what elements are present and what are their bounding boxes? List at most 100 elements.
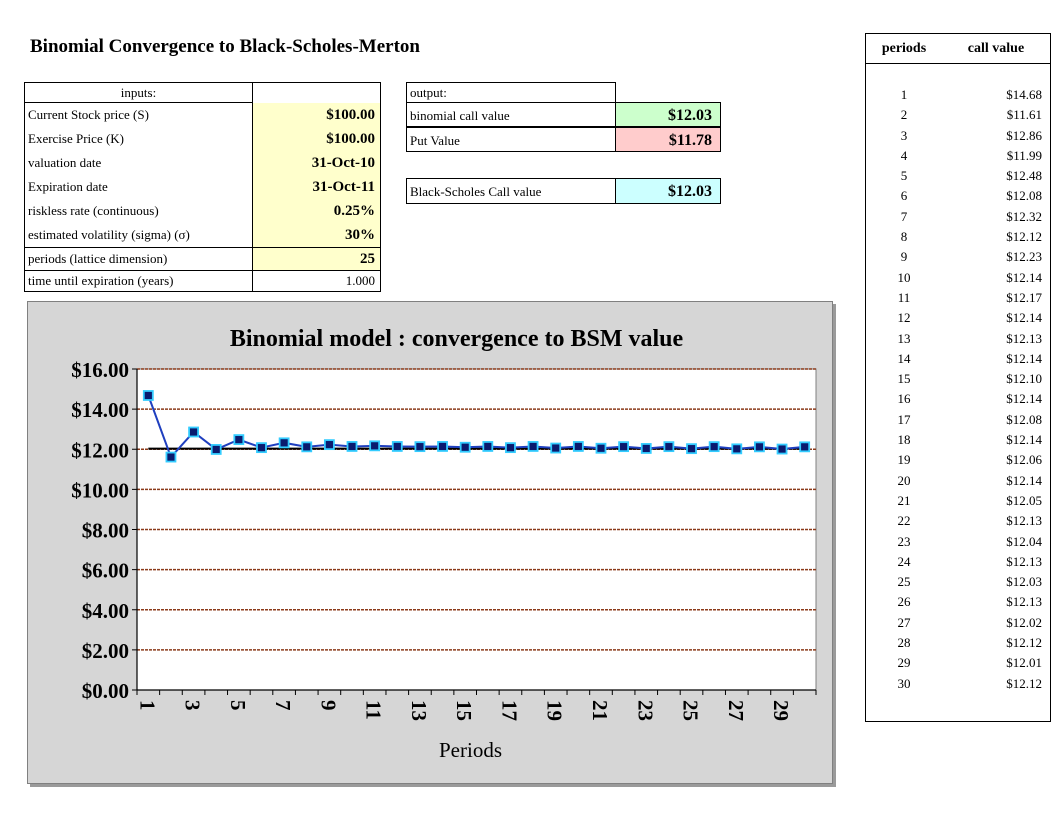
output-label: Black-Scholes Call value: [406, 178, 616, 204]
input-value-valuation-date[interactable]: 31-Oct-10: [253, 151, 380, 175]
table-row: 17 $12.08: [866, 410, 1050, 430]
call-value-cell: $12.04: [1006, 533, 1042, 549]
call-value-cell: $12.17: [1006, 289, 1042, 305]
data-point-marker: [505, 442, 516, 454]
table-row: 13 $12.13: [866, 329, 1050, 349]
call-value-cell: $12.08: [1006, 188, 1042, 204]
input-row-valuation-date: valuation date 31-Oct-10: [25, 151, 380, 175]
call-value-cell: $12.08: [1006, 411, 1042, 427]
x-tick-label: 7: [271, 700, 295, 711]
period-cell: 27: [897, 614, 911, 630]
data-point-marker: [482, 441, 494, 452]
period-cell: 9: [900, 249, 908, 265]
x-tick-label: 3: [181, 700, 205, 711]
period-cell: 8: [900, 229, 908, 245]
x-tick-label: 9: [316, 700, 340, 711]
call-value-cell: $12.86: [1006, 127, 1042, 143]
data-point-marker: [210, 444, 222, 455]
period-cell: 1: [900, 87, 908, 102]
chart-title: Binomial model : convergence to BSM valu…: [230, 326, 684, 352]
call-value-cell: $12.13: [1006, 553, 1042, 569]
input-value-volatility[interactable]: 30%: [253, 223, 380, 247]
table-row: 28 $12.12: [866, 633, 1050, 653]
period-cell: 6: [900, 188, 908, 204]
x-tick-label: 29: [769, 700, 793, 721]
table-row: 27 $12.02: [866, 613, 1050, 633]
data-point-marker: [550, 442, 562, 454]
call-value-cell: $11.99: [1006, 147, 1042, 163]
table-row: 8 $12.12: [866, 227, 1050, 247]
period-cell: 17: [897, 411, 911, 427]
period-cell: 5: [900, 168, 908, 184]
output-header: output:: [406, 82, 616, 102]
period-cell: 19: [897, 452, 911, 468]
period-cell: 11: [897, 289, 911, 305]
call-value-cell: $12.14: [1006, 269, 1042, 285]
data-point-marker: [346, 441, 358, 452]
input-value-exercise-price[interactable]: $100.00: [253, 127, 380, 151]
y-tick-label: $8.00: [82, 519, 129, 543]
x-tick-label: 21: [588, 700, 612, 721]
period-cell: 26: [897, 594, 911, 610]
call-value-cell: $12.32: [1006, 208, 1042, 224]
data-point-marker: [165, 451, 177, 463]
table-row: 14 $12.14: [866, 349, 1050, 369]
data-point-marker: [414, 441, 426, 453]
data-point-marker: [686, 443, 697, 455]
input-value-stock-price[interactable]: $100.00: [253, 103, 380, 127]
call-value-cell: $12.12: [1006, 229, 1042, 245]
call-value-cell: $12.14: [1006, 310, 1042, 326]
periods-call-table: periods call value 1 $14.68 2 $11.61 3 $12.86…: [865, 33, 1051, 722]
x-tick-label: 17: [497, 700, 521, 721]
convergence-chart: Binomial model : convergence to BSM valu…: [27, 301, 833, 784]
output-value-black-scholes: $12.03: [616, 178, 721, 204]
table-row: 24 $12.13: [866, 552, 1050, 572]
period-cell: 16: [897, 391, 911, 407]
call-value-cell: $12.01: [1006, 655, 1042, 671]
call-value-cell: $12.02: [1006, 614, 1042, 630]
data-point-marker: [188, 426, 199, 438]
data-point-marker: [233, 434, 245, 446]
input-label: Current Stock price (S): [25, 103, 253, 127]
data-point-marker: [391, 441, 403, 452]
table-row: 1 $14.68: [866, 85, 1050, 105]
y-tick-label: $4.00: [82, 599, 129, 623]
call-value-cell: $12.03: [1006, 574, 1042, 590]
y-tick-label: $6.00: [82, 559, 129, 583]
input-row-riskless-rate: riskless rate (continuous) 0.25%: [25, 199, 380, 223]
x-tick-label: 15: [452, 700, 476, 721]
call-value-cell: $12.10: [1006, 371, 1042, 387]
input-value-expiration-date[interactable]: 31-Oct-11: [253, 175, 380, 199]
table-row: 30 $12.12: [866, 674, 1050, 694]
period-cell: 28: [897, 635, 911, 651]
input-row-periods: periods (lattice dimension) 25: [25, 247, 380, 271]
call-value-cell: $14.68: [1006, 87, 1042, 102]
call-value-cell: $12.14: [1006, 472, 1042, 488]
period-cell: 24: [897, 553, 911, 569]
output-value-put: $11.78: [616, 127, 721, 152]
period-cell: 23: [897, 533, 911, 549]
period-cell: 10: [897, 269, 911, 285]
data-point-marker: [301, 441, 313, 453]
x-tick-label: 1: [135, 700, 159, 711]
table-row: 21 $12.05: [866, 491, 1050, 511]
period-cell: 15: [897, 371, 911, 387]
x-tick-label: 13: [407, 700, 431, 721]
period-cell: 3: [900, 127, 908, 143]
data-point-marker: [776, 443, 788, 455]
x-tick-label: 11: [362, 700, 386, 720]
col-header-periods: periods: [881, 41, 927, 56]
data-point-marker: [527, 441, 539, 452]
input-label: time until expiration (years): [25, 271, 253, 291]
period-cell: 7: [900, 208, 908, 224]
input-row-time: time until expiration (years) 1.000: [25, 271, 380, 291]
input-value-riskless-rate[interactable]: 0.25%: [253, 199, 380, 223]
input-value-periods[interactable]: 25: [253, 248, 380, 270]
call-value-cell: $12.12: [1006, 635, 1042, 651]
data-point-marker: [663, 441, 675, 453]
output-value-binomial: $12.03: [616, 102, 721, 127]
y-tick-label: $10.00: [71, 478, 129, 502]
table-row: 26 $12.13: [866, 592, 1050, 612]
table-row: 29 $12.01: [866, 653, 1050, 673]
table-row: 16 $12.14: [866, 389, 1050, 409]
